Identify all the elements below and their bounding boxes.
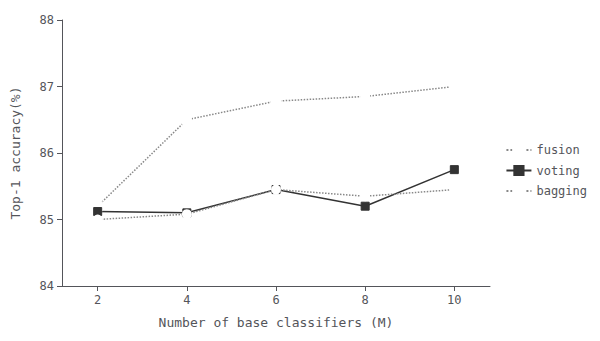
svg-text:4: 4	[183, 293, 190, 307]
svg-text:6: 6	[272, 293, 279, 307]
svg-text:84: 84	[40, 279, 54, 293]
svg-text:85: 85	[40, 213, 54, 227]
svg-text:voting: voting	[536, 164, 579, 178]
svg-text:86: 86	[40, 146, 54, 160]
svg-text:10: 10	[447, 293, 461, 307]
svg-text:87: 87	[40, 80, 54, 94]
svg-text:Number of base classifiers (M): Number of base classifiers (M)	[159, 315, 394, 330]
svg-text:bagging: bagging	[536, 184, 587, 198]
svg-text:fusion: fusion	[536, 143, 579, 157]
svg-text:2: 2	[94, 293, 101, 307]
svg-text:8: 8	[362, 293, 369, 307]
svg-text:Top-1 accuracy(%): Top-1 accuracy(%)	[8, 86, 23, 219]
svg-text:88: 88	[40, 13, 54, 27]
